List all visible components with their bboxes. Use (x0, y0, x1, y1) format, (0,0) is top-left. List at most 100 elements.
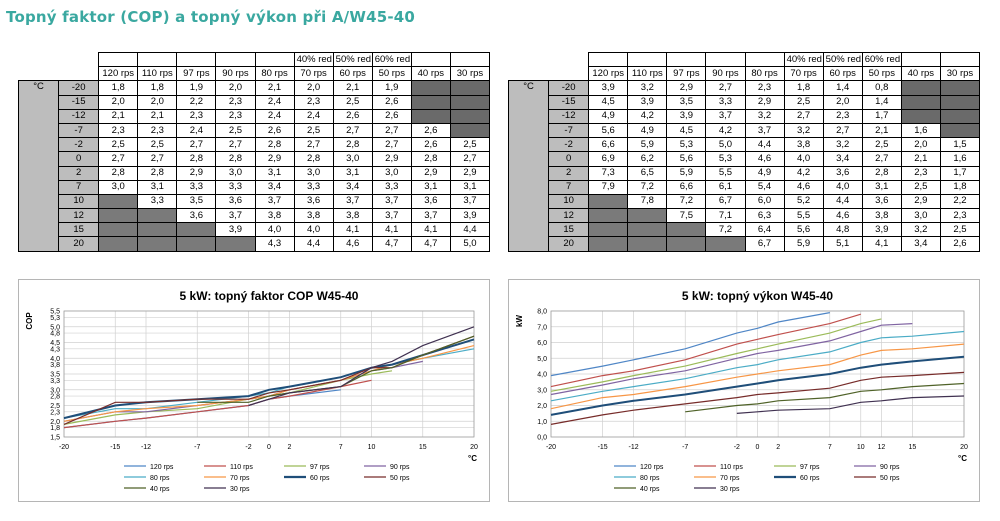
empty-cell (900, 94, 941, 110)
value-cell: 5,1 (822, 236, 863, 252)
rps-header: 50 rps (861, 66, 902, 82)
value-cell: 2,7 (449, 151, 491, 167)
x-tick-label: 15 (908, 444, 916, 451)
x-tick-label: 7 (828, 444, 832, 451)
red-header-row: 40% red 50% red 60% red (19, 51, 491, 68)
table-row: 15 7,2 6,4 5,6 4,8 3,9 3,2 2,5 (509, 222, 981, 238)
value-cell: 3,6 (861, 193, 902, 210)
value-cell: 6,6 (588, 137, 629, 153)
value-cell: 1,4 (822, 80, 863, 96)
value-cell: 2,7 (98, 151, 139, 167)
x-tick-label: -20 (546, 444, 556, 451)
rps-header: 80 rps (744, 66, 785, 82)
value-cell: 2,8 (293, 151, 334, 167)
value-cell: 6,7 (705, 193, 746, 210)
value-cell: 2,1 (900, 151, 941, 167)
value-cell: 4,5 (666, 122, 707, 139)
red-header: 60% red (861, 51, 902, 68)
value-cell: 2,0 (900, 137, 941, 153)
value-cell: 3,3 (371, 179, 412, 195)
value-cell: 4,6 (822, 208, 863, 224)
table-row: 10 3,3 3,5 3,6 3,7 3,6 3,7 3,7 3,6 3,7 (19, 193, 491, 210)
value-cell: 2,3 (822, 108, 863, 124)
value-cell: 7,2 (705, 222, 746, 238)
y-tick-label: 6,0 (537, 340, 547, 347)
value-cell: 3,7 (215, 208, 256, 224)
value-cell: 3,1 (449, 179, 491, 195)
value-cell: 3,8 (293, 208, 334, 224)
temp-label: -15 (58, 94, 100, 110)
value-cell: 5,6 (666, 151, 707, 167)
y-tick-label: 0,0 (537, 435, 547, 442)
value-cell: 4,7 (371, 236, 412, 252)
empty-cell (410, 108, 451, 124)
table-row: 10 7,8 7,2 6,7 6,0 5,2 4,4 3,6 2,9 2,2 (509, 193, 981, 210)
empty-cell (939, 94, 981, 110)
value-cell: 5,4 (744, 179, 785, 195)
x-tick-label: -2 (245, 444, 251, 451)
x-tick-label: -15 (598, 444, 608, 451)
red-header: 50% red (332, 51, 373, 68)
value-cell: 2,5 (783, 94, 824, 110)
table-row: °C -20 3,9 3,2 2,9 2,7 2,3 1,8 1,4 0,8 (507, 80, 981, 252)
rps-header: 80 rps (254, 66, 295, 82)
rps-header: 40 rps (410, 66, 451, 82)
table-row: 7 7,9 7,2 6,6 6,1 5,4 4,6 4,0 3,1 2,5 1,8 (509, 179, 981, 195)
y-tick-label: 2,0 (50, 419, 60, 426)
value-cell: 3,7 (254, 193, 295, 210)
y-tick-label: 2,8 (50, 394, 60, 401)
value-cell: 5,9 (666, 165, 707, 181)
value-cell: 2,9 (449, 165, 491, 181)
value-cell: 3,9 (588, 80, 629, 96)
x-tick-label: 20 (470, 444, 478, 451)
empty-cell (98, 208, 139, 224)
table-row: -7 2,3 2,3 2,4 2,5 2,6 2,5 2,7 2,7 2,6 (19, 122, 491, 139)
series-line-40-rps (197, 335, 475, 403)
temp-label: -12 (58, 108, 100, 124)
value-cell: 2,5 (449, 137, 491, 153)
value-cell: 2,8 (332, 137, 373, 153)
table-row: 2 2,8 2,8 2,9 3,0 3,1 3,0 3,1 3,0 2,9 2,9 (19, 165, 491, 181)
value-cell: 2,9 (410, 165, 451, 181)
y-tick-label: 2,0 (537, 403, 547, 410)
empty-cell (588, 236, 629, 252)
value-cell: 4,7 (410, 236, 451, 252)
value-cell: 3,2 (822, 137, 863, 153)
y-tick-label: 5,0 (537, 356, 547, 363)
rps-header: 70 rps (293, 66, 334, 82)
cop-table: 40% red 50% red 60% red 120 rps 110 rps 97 rp… (17, 51, 491, 252)
temp-label: 10 (548, 193, 590, 210)
series-line-30-rps (248, 326, 475, 407)
legend-label: 70 rps (230, 475, 250, 482)
value-cell: 4,0 (254, 222, 295, 238)
value-cell: 2,9 (666, 80, 707, 96)
value-cell: 2,6 (332, 108, 373, 124)
empty-header (98, 51, 139, 68)
value-cell: 2,8 (410, 151, 451, 167)
value-cell: 1,6 (939, 151, 981, 167)
empty-cell (98, 222, 139, 238)
empty-cell (215, 236, 256, 252)
table-row: °C -20 1,8 1,8 1,9 2,0 2,1 2,0 2,1 1,9 (17, 80, 491, 252)
x-tick-label: 10 (368, 444, 376, 451)
y-tick-label: 4,5 (50, 340, 60, 347)
empty-cell (176, 236, 217, 252)
legend-label: 30 rps (720, 486, 740, 493)
value-cell: 2,3 (137, 122, 178, 139)
value-cell: 2,6 (371, 108, 412, 124)
series-line-50-rps (550, 371, 965, 425)
empty-cell (137, 236, 178, 252)
y-tick-label: 1,8 (50, 425, 60, 432)
value-cell: 2,5 (137, 137, 178, 153)
temp-label: -2 (58, 137, 100, 153)
value-cell: 1,8 (137, 80, 178, 96)
value-cell: 2,7 (137, 151, 178, 167)
value-cell: 2,0 (98, 94, 139, 110)
x-tick-label: -20 (59, 444, 69, 451)
y-tick-label: 8,0 (537, 309, 547, 316)
blank-cell (509, 67, 549, 81)
temp-label: 12 (548, 208, 590, 224)
rps-header: 60 rps (822, 66, 863, 82)
value-cell: 2,7 (705, 80, 746, 96)
page-title: Topný faktor (COP) a topný výkon při A/W… (6, 8, 416, 26)
